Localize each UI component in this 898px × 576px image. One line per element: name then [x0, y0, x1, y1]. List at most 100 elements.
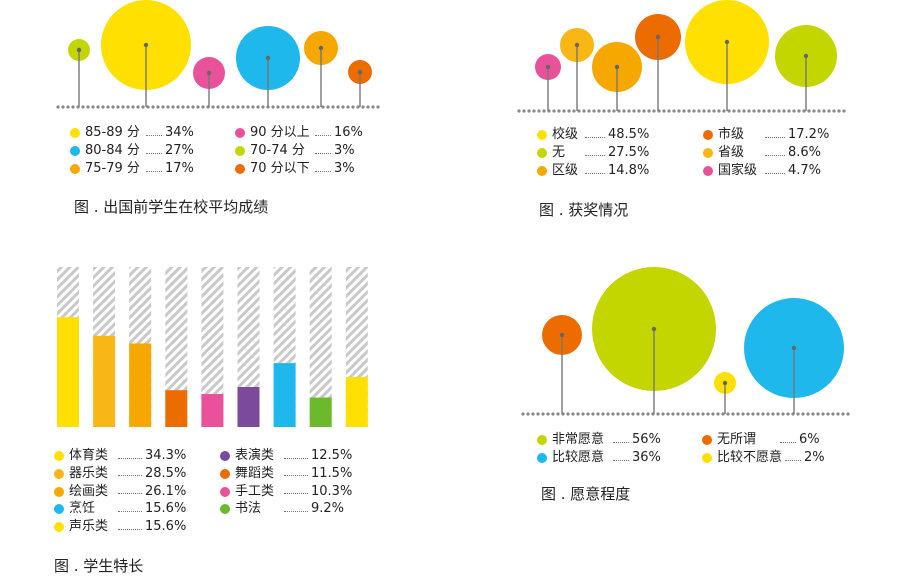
legend-label: 非常愿意 — [552, 432, 605, 447]
bubble-center-dot — [803, 53, 809, 59]
bubble-center-dot — [614, 64, 620, 70]
bar — [165, 390, 188, 427]
legend-value: 12.5% — [311, 448, 353, 463]
legend-item: 绘画类 26.1% — [54, 483, 186, 501]
bubble-center-dot — [724, 39, 730, 45]
legend-item: 舞蹈类 11.5% — [220, 465, 352, 483]
legend-swatch — [54, 504, 64, 515]
panel-willingness: 非常愿意 56% 比较愿意 36% 无所谓 6% 比较不愿意 2% 图 . 愿意程度 — [449, 250, 898, 575]
baseline-dots — [56, 105, 380, 109]
legend-item: 省级 8.6% — [703, 144, 821, 162]
legend-value: 3% — [334, 161, 355, 176]
legend-swatch — [703, 166, 713, 176]
bubble-item-2 — [304, 31, 338, 107]
bar-track — [165, 267, 188, 427]
bar — [309, 397, 332, 427]
legend-item: 70-74 分 3% — [235, 142, 355, 160]
legend-item: 无所谓 6% — [702, 431, 820, 449]
legend-label: 75-79 分 — [85, 161, 140, 176]
legend-label: 声乐类 — [69, 519, 109, 535]
bar — [201, 394, 224, 427]
legend-swatch — [220, 451, 230, 461]
legend-swatch — [70, 128, 80, 138]
legend-swatch — [537, 130, 547, 140]
legend-leader-line — [765, 136, 785, 138]
legend-leader-line — [118, 457, 142, 459]
legend-leader-line — [146, 152, 162, 154]
bar-item-5 — [237, 267, 260, 427]
legend-leader-line — [146, 170, 162, 172]
bubble-item-5 — [535, 54, 561, 111]
scores-caption: 图 . 出国前学生在校平均成绩 — [74, 198, 269, 216]
legend-swatch — [235, 164, 245, 174]
legend-value: 27.5% — [608, 145, 650, 160]
bar-item-1 — [93, 267, 116, 427]
legend-item: 烹饪 15.6% — [54, 500, 186, 518]
bubble-item-1 — [236, 26, 300, 107]
legend-swatch — [537, 435, 547, 445]
legend-swatch — [54, 486, 64, 497]
legend-leader-line — [613, 459, 629, 461]
legend-value: 6% — [799, 432, 820, 447]
legend-item: 非常愿意 56% — [537, 431, 661, 449]
legend-label: 无 — [552, 145, 566, 160]
legend-item: 区级 14.8% — [537, 162, 649, 180]
legend-value: 17.2% — [788, 127, 830, 142]
legend-swatch — [220, 504, 230, 515]
legend-item: 85-89 分 34% — [70, 124, 194, 142]
bubble-center-dot — [206, 70, 212, 76]
legend-label: 80-84 分 — [85, 143, 140, 158]
legend-item: 体育类 34.3% — [54, 447, 186, 465]
legend-value: 36% — [632, 450, 661, 465]
bubble-item-4 — [68, 39, 90, 107]
bubble-item-2 — [592, 42, 642, 111]
bar — [129, 343, 152, 427]
legend-value: 34% — [165, 125, 194, 140]
legend-value: 48.5% — [608, 127, 650, 142]
legend-label: 器乐类 — [69, 465, 109, 481]
panel-scores: 85-89 分 34% 80-84 分 27% 75-79 分 17% 90 分以上 16% 7… — [0, 0, 449, 230]
bubble-item-3 — [193, 57, 225, 107]
legend-swatch — [54, 522, 64, 533]
bubble-center-dot — [357, 69, 363, 75]
legend-swatch — [537, 453, 547, 463]
awards-caption: 图 . 获奖情况 — [539, 201, 629, 219]
legend-value: 56% — [632, 432, 661, 447]
legend-swatch — [235, 128, 245, 138]
bubble-center-dot — [318, 45, 324, 51]
legend-value: 2% — [804, 450, 825, 465]
legend-value: 9.2% — [311, 501, 345, 517]
bar — [237, 387, 260, 427]
legend-value: 16% — [334, 125, 363, 140]
legend-leader-line — [315, 134, 331, 136]
bubble-item-0 — [592, 267, 716, 414]
bar — [57, 317, 79, 427]
legend-leader-line — [585, 136, 605, 138]
legend-label: 表演类 — [235, 448, 275, 463]
bar-item-3 — [273, 267, 296, 427]
legend-value: 4.7% — [788, 163, 822, 178]
bubble-item-0 — [101, 0, 191, 107]
legend-leader-line — [765, 154, 785, 156]
bubble-item-0 — [685, 0, 769, 111]
legend-leader-line — [284, 475, 308, 477]
legend-item: 书法 9.2% — [220, 500, 344, 518]
bubble-center-dot — [655, 34, 661, 40]
bar-item-4 — [345, 267, 368, 427]
legend-label: 国家级 — [718, 163, 758, 178]
legend-swatch — [54, 451, 64, 461]
legend-leader-line — [780, 441, 796, 443]
legend-leader-line — [315, 152, 331, 154]
legend-swatch — [702, 453, 712, 463]
legend-label: 比较不愿意 — [717, 450, 783, 465]
legend-label: 省级 — [718, 145, 745, 160]
legend-item: 75-79 分 17% — [70, 160, 194, 178]
legend-value: 15.6% — [145, 519, 187, 535]
legend-label: 区级 — [552, 163, 579, 178]
baseline-dots — [517, 109, 846, 113]
legend-label: 体育类 — [69, 448, 109, 463]
legend-value: 34.3% — [145, 448, 187, 463]
legend-swatch — [537, 148, 547, 158]
awards-bubble-chart — [517, 0, 846, 113]
